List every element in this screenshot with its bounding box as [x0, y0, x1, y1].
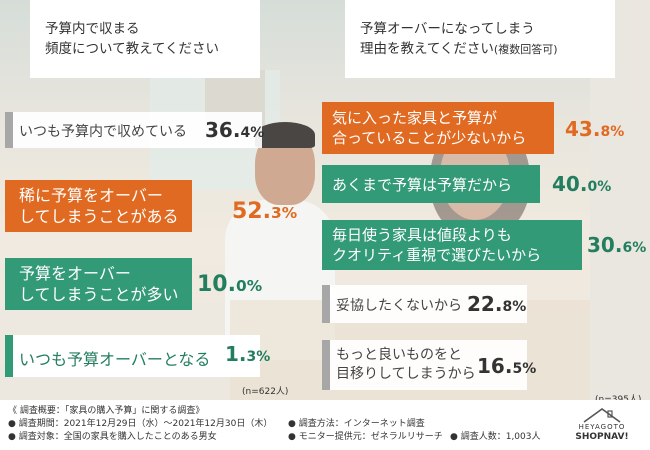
- right-answer-2-pct-dec: 0: [587, 179, 598, 195]
- left-answer-2-label-2: してしまうことがある: [19, 207, 179, 226]
- right-answer-3-percent: 30.6%: [587, 233, 646, 257]
- left-answer-3: 予算をオーバー してしまうことが多い: [5, 258, 192, 310]
- right-answer-1-pct-dec: 8: [600, 124, 611, 140]
- right-question-line-1: 予算オーバーになってしまう: [360, 21, 535, 37]
- survey-footer: 《 調査概要：「家具の購入予算」に関する調査》 ● 調査期間：2021年12月2…: [0, 400, 650, 450]
- footer-method: ● 調査方法：インターネット調査: [288, 419, 425, 429]
- right-answer-1-percent: 43.8%: [565, 117, 624, 141]
- left-answer-4: いつも予算オーバーとなる 1.3%: [5, 335, 270, 377]
- house-icon: [583, 408, 621, 423]
- right-answer-1-label-1: 気に入った家具と予算が: [332, 109, 498, 127]
- left-answer-3-percent: 10.0%: [197, 272, 262, 297]
- right-answer-1-pct-int: 43.: [565, 117, 601, 141]
- right-answer-4-pct-sign: %: [512, 299, 527, 315]
- left-answer-1-pct-sign: %: [250, 125, 265, 141]
- right-answer-3-label-2: クオリティ重視で選びたいから: [332, 246, 542, 264]
- left-sample-size: (n=622人): [242, 387, 289, 397]
- left-answer-2-pct-int: 52.: [232, 199, 271, 224]
- right-answer-4-pct-dec: 8: [502, 299, 513, 315]
- right-answer-5-pct-int: 16.: [477, 354, 513, 378]
- right-answer-2-pct-sign: %: [597, 179, 612, 195]
- right-answer-2: あくまで予算は予算だから: [322, 165, 540, 203]
- left-answer-3-label-1: 予算をオーバー: [19, 264, 131, 283]
- right-question-line-2: 理由を教えてください(複数回答可): [360, 40, 558, 59]
- right-answer-5: もっと良いものをと 目移りしてしまうから 16.5%: [322, 340, 536, 390]
- left-answer-1-percent: 36.4%: [205, 118, 264, 142]
- left-answer-3-pct-int: 10.: [197, 272, 236, 297]
- footer-summary: 《 調査概要：「家具の購入予算」に関する調査》: [8, 406, 205, 416]
- left-answer-1-label: いつも予算内で収めている: [19, 124, 187, 140]
- left-answer-4-percent: 1.3%: [225, 342, 270, 366]
- right-answer-1: 気に入った家具と予算が 合っていることが少ないから: [322, 102, 554, 154]
- left-answer-3-pct-dec: 0: [235, 277, 247, 295]
- right-answer-4-pct-int: 22.: [467, 292, 503, 316]
- left-answer-2-pct-sign: %: [281, 204, 298, 222]
- left-answer-1-pct-int: 36.: [205, 118, 241, 142]
- right-answer-5-label-2: 目移りしてしまうから: [336, 366, 476, 382]
- left-answer-1: いつも予算内で収めている 36.4%: [5, 112, 264, 148]
- right-answer-4: 妥協したくないから 22.8%: [322, 285, 527, 323]
- logo-top-text: HEYAGOTO: [578, 423, 626, 431]
- left-question-line-1: 予算内で収まる: [45, 21, 140, 37]
- right-answer-5-pct-sign: %: [522, 361, 537, 377]
- left-answer-4-label: いつも予算オーバーとなる: [19, 350, 211, 369]
- footer-target: ● 調査対象：全国の家具を購入したことのある男女: [8, 432, 217, 442]
- right-answer-2-pct-int: 40.: [552, 172, 588, 196]
- left-answer-4-pct-dec: 3: [246, 349, 257, 365]
- left-answer-2-percent: 52.3%: [232, 199, 297, 224]
- right-answer-4-percent: 22.8%: [467, 292, 526, 316]
- left-answer-3-label-2: してしまうことが多い: [19, 285, 179, 304]
- right-answer-4-label: 妥協したくないから: [336, 298, 462, 314]
- right-answer-3-pct-int: 30.: [587, 233, 623, 257]
- right-answer-1-pct-sign: %: [610, 124, 625, 140]
- right-question-box: 予算オーバーになってしまう 理由を教えてください(複数回答可): [345, 0, 615, 78]
- right-question-line-2-text: 理由を教えてください: [360, 41, 494, 57]
- left-answer-1-pct-dec: 4: [240, 125, 251, 141]
- right-answer-3: 毎日使う家具は値段よりも クオリティ重視で選びたいから: [322, 220, 582, 270]
- left-answer-2-label-1: 稀に予算をオーバー: [19, 186, 163, 205]
- right-answer-2-label: あくまで予算は予算だから: [332, 176, 513, 194]
- right-answer-1-label-2: 合っていることが少ないから: [332, 129, 527, 147]
- right-answer-3-pct-sign: %: [632, 240, 647, 256]
- right-answer-5-pct-dec: 5: [512, 361, 523, 377]
- right-answer-2-percent: 40.0%: [552, 172, 611, 196]
- right-question-note: (複数回答可): [493, 43, 558, 56]
- left-answer-4-pct-int: 1.: [225, 342, 247, 366]
- logo-bottom-text: SHOPNAV!: [575, 432, 629, 442]
- right-answer-5-label-1: もっと良いものをと: [336, 347, 462, 363]
- footer-period: ● 調査期間：2021年12月29日（水）〜2021年12月30日（木）: [8, 419, 273, 429]
- right-answer-3-label-1: 毎日使う家具は値段よりも: [332, 226, 512, 244]
- left-question-box: 予算内で収まる 頻度について教えてください: [30, 0, 260, 78]
- footer-count: ● 調査人数：1,003人: [450, 432, 541, 442]
- right-answer-5-percent: 16.5%: [477, 354, 536, 378]
- left-answer-2-pct-dec: 3: [270, 204, 282, 222]
- footer-provider: ● モニター提供元：ゼネラルリサーチ: [288, 432, 443, 442]
- left-question-line-2: 頻度について教えてください: [45, 41, 220, 57]
- left-answer-2: 稀に予算をオーバー してしまうことがある: [5, 180, 192, 232]
- right-answer-3-pct-dec: 6: [622, 240, 633, 256]
- left-answer-3-pct-sign: %: [246, 277, 263, 295]
- left-answer-4-pct-sign: %: [256, 349, 271, 365]
- heyagoto-shopnavi-logo: HEYAGOTO SHOPNAV!: [562, 405, 642, 445]
